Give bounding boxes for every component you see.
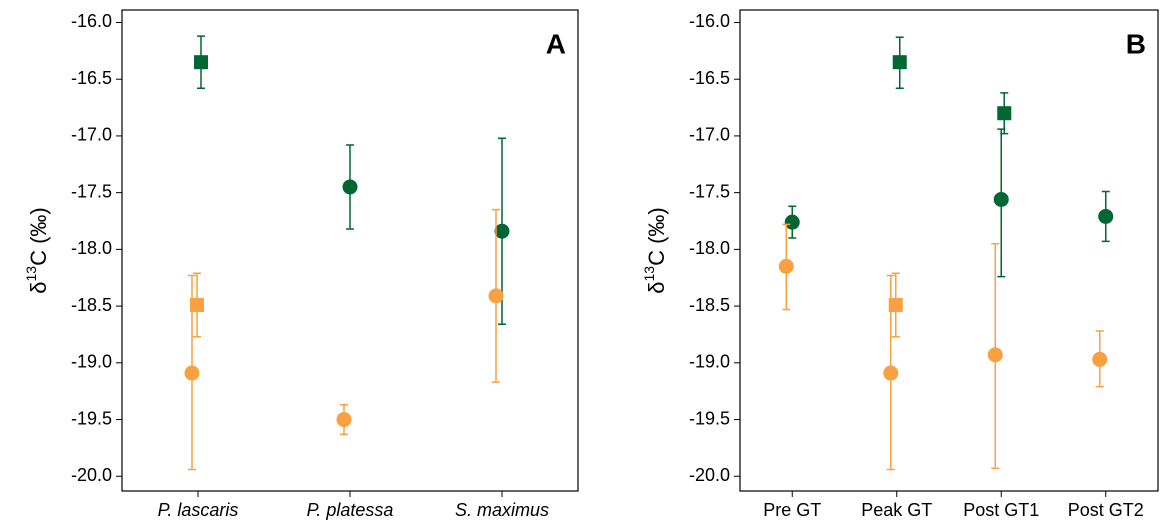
y-label-rest: C (‰): [26, 207, 51, 266]
y-axis-label: δ13C (‰): [641, 207, 669, 293]
circle-marker: [494, 223, 510, 239]
y-tick-label: -19.0: [689, 352, 730, 372]
circle-marker: [993, 191, 1009, 207]
y-tick-label: -17.0: [689, 125, 730, 145]
y-label-symbol: δ: [26, 281, 51, 293]
y-tick-label: -16.0: [689, 11, 730, 31]
x-tick-label: P. platessa: [307, 500, 394, 520]
y-tick-label: -20.0: [689, 465, 730, 485]
y-tick-label: -17.5: [71, 181, 112, 201]
x-tick-label: P. lascaris: [158, 500, 239, 520]
circle-marker: [1092, 351, 1108, 367]
y-tick-label: -18.0: [689, 238, 730, 258]
y-tick-label: -18.0: [71, 238, 112, 258]
x-tick-label: Post GT1: [963, 500, 1039, 520]
circle-marker: [488, 288, 504, 304]
x-tick-label: Pre GT: [763, 500, 821, 520]
square-marker: [892, 55, 907, 70]
y-tick-label: -19.5: [689, 408, 730, 428]
y-label-sup: 13: [23, 266, 39, 282]
plot-frame: [739, 9, 1159, 492]
panel-label: A: [546, 28, 566, 59]
y-tick-label: -16.5: [689, 68, 730, 88]
circle-marker: [1098, 208, 1114, 224]
y-tick-label: -19.5: [71, 408, 112, 428]
circle-marker: [342, 179, 358, 195]
circle-marker: [883, 365, 899, 381]
square-marker: [194, 55, 208, 70]
circle-marker: [784, 214, 800, 230]
x-tick-label: S. maximus: [455, 500, 549, 520]
y-label-rest: C (‰): [644, 207, 669, 266]
y-axis-label: δ13C (‰): [23, 207, 51, 293]
x-tick-label: Post GT2: [1068, 500, 1144, 520]
square-marker: [888, 297, 903, 312]
y-tick-label: -17.5: [689, 181, 730, 201]
circle-marker: [987, 347, 1003, 363]
circle-marker: [336, 412, 352, 428]
y-tick-label: -19.0: [71, 352, 112, 372]
circle-marker: [184, 365, 200, 381]
y-tick-label: -17.0: [71, 125, 112, 145]
panel-label: B: [1126, 28, 1146, 59]
square-marker: [997, 106, 1012, 121]
y-tick-label: -18.5: [71, 295, 112, 315]
y-tick-label: -16.0: [71, 11, 112, 31]
y-tick-label: -16.5: [71, 68, 112, 88]
y-tick-label: -18.5: [689, 295, 730, 315]
x-tick-label: Peak GT: [861, 500, 932, 520]
square-marker: [190, 297, 204, 312]
y-tick-label: -20.0: [71, 465, 112, 485]
circle-marker: [778, 258, 794, 274]
y-label-sup: 13: [641, 266, 657, 282]
y-label-symbol: δ: [644, 281, 669, 293]
